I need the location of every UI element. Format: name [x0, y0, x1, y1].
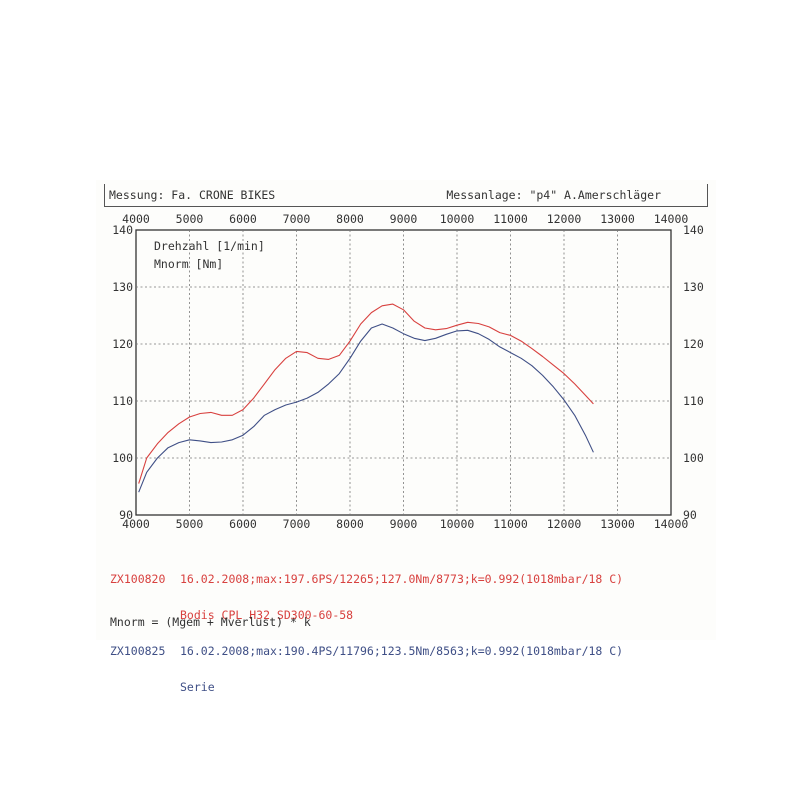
- legend: ZX100820 16.02.2008;max:197.6PS/12265;12…: [110, 549, 623, 705]
- legend-entry-blue: ZX100825 16.02.2008;max:190.4PS/11796;12…: [110, 645, 623, 657]
- x-tick-label-top: 11000: [493, 212, 528, 226]
- legend-entry-red: ZX100820 16.02.2008;max:197.6PS/12265;12…: [110, 573, 623, 585]
- x-tick-label-top: 4000: [122, 212, 150, 226]
- series-line-blue: [138, 323, 594, 493]
- y-tick-label-right: 140: [683, 223, 704, 237]
- y-tick-label-left: 140: [112, 223, 133, 237]
- x-tick-label-bottom: 5000: [176, 517, 204, 531]
- formula: Mnorm = (Mgem + Mverlust) * k: [110, 615, 311, 629]
- x-tick-label-bottom: 12000: [547, 517, 582, 531]
- x-tick-label-top: 7000: [283, 212, 311, 226]
- x-tick-label-top: 6000: [229, 212, 257, 226]
- x-axis-label: Drehzahl [1/min]: [154, 239, 265, 253]
- test-bench-label: Messanlage: "p4" A.Amerschläger: [446, 188, 661, 202]
- x-tick-label-bottom: 10000: [440, 517, 475, 531]
- legend-entry-blue-note: Serie: [110, 681, 623, 693]
- x-tick-label-bottom: 11000: [493, 517, 528, 531]
- x-tick-label-top: 14000: [654, 212, 689, 226]
- measurement-header: Messung: Fa. CRONE BIKES Messanlage: "p4…: [104, 184, 708, 207]
- x-tick-label-bottom: 9000: [390, 517, 418, 531]
- legend-entry-red-note: Bodis CPL H32 SD300-60-58: [110, 609, 623, 621]
- legend-note: Bodis CPL H32 SD300-60-58: [180, 608, 354, 622]
- y-tick-label-right: 120: [683, 337, 704, 351]
- plot-frame: [135, 229, 672, 516]
- x-tick-label-bottom: 13000: [600, 517, 635, 531]
- x-tick-label-bottom: 8000: [336, 517, 364, 531]
- x-tick-label-top: 10000: [440, 212, 475, 226]
- y-tick-label-right: 130: [683, 280, 704, 294]
- x-tick-label-top: 8000: [336, 212, 364, 226]
- y-tick-label-left: 130: [112, 280, 133, 294]
- x-tick-label-top: 12000: [547, 212, 582, 226]
- series-line-red: [138, 303, 594, 484]
- legend-note: Serie: [180, 680, 215, 694]
- y-tick-label-right: 100: [683, 451, 704, 465]
- legend-details: 16.02.2008;max:190.4PS/11796;123.5Nm/856…: [180, 644, 624, 658]
- x-tick-label-top: 5000: [176, 212, 204, 226]
- y-axis-label: Mnorm [Nm]: [154, 257, 223, 271]
- legend-id: ZX100820: [110, 572, 166, 586]
- legend-details: 16.02.2008;max:197.6PS/12265;127.0Nm/877…: [180, 572, 624, 586]
- x-tick-label-bottom: 7000: [283, 517, 311, 531]
- legend-id: ZX100825: [110, 644, 166, 658]
- x-tick-label-bottom: 6000: [229, 517, 257, 531]
- y-tick-label-left: 110: [112, 394, 133, 408]
- y-tick-label-left: 100: [112, 451, 133, 465]
- x-tick-label-top: 13000: [600, 212, 635, 226]
- y-tick-label-right: 110: [683, 394, 704, 408]
- x-tick-label-bottom: 14000: [654, 517, 689, 531]
- paper-sheet: [96, 180, 716, 640]
- x-tick-label-top: 9000: [390, 212, 418, 226]
- y-tick-label-left: 90: [119, 508, 133, 522]
- x-tick-label-bottom: 4000: [122, 517, 150, 531]
- y-tick-label-right: 90: [683, 508, 697, 522]
- y-tick-label-left: 120: [112, 337, 133, 351]
- measurement-label: Messung: Fa. CRONE BIKES: [109, 188, 276, 202]
